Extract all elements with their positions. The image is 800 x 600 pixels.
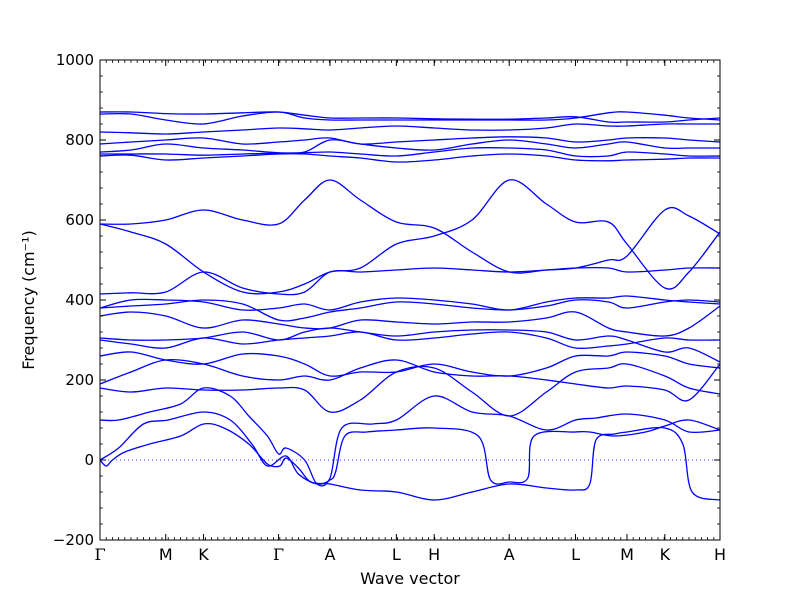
x-axis-label: Wave vector: [360, 569, 460, 588]
band-line-17: [100, 139, 720, 154]
band-line-5: [100, 359, 720, 402]
k-point-label: Γ: [94, 545, 105, 564]
band-line-10: [100, 299, 720, 322]
k-point-label: M: [620, 545, 634, 564]
y-axis-label: Frequency (cm⁻¹): [19, 230, 38, 369]
band-line-9: [100, 305, 720, 337]
band-line-13: [100, 179, 720, 295]
k-point-label: Γ: [273, 545, 284, 564]
band-line-15: [100, 153, 720, 163]
band-line-4: [100, 363, 720, 417]
k-point-label: H: [428, 545, 440, 564]
y-tick-label: −200: [53, 531, 94, 549]
k-point-label: L: [392, 545, 401, 564]
band-line-18: [100, 136, 720, 145]
band-lines: [100, 111, 720, 501]
k-point-label: L: [571, 545, 580, 564]
y-tick-label: 1000: [56, 51, 94, 69]
y-tick-label: 800: [65, 131, 94, 149]
y-axis-ticks: −200 0 200 400 600 800 1000: [53, 51, 720, 549]
k-point-label: K: [660, 545, 671, 564]
band-line-19: [100, 123, 720, 135]
k-point-label: A: [325, 545, 336, 564]
band-line-6: [100, 351, 720, 377]
k-point-label: A: [504, 545, 515, 564]
y-tick-label: 0: [84, 451, 94, 469]
k-point-label: H: [714, 545, 726, 564]
band-line-12: [100, 266, 720, 296]
band-line-8: [100, 327, 720, 363]
band-line-1: [100, 422, 720, 501]
y-tick-label: 600: [65, 211, 94, 229]
band-line-21: [100, 111, 720, 124]
band-line-14: [100, 179, 720, 274]
band-line-2: [100, 411, 720, 485]
k-point-label: M: [159, 545, 173, 564]
y-tick-label: 400: [65, 291, 94, 309]
band-line-16: [100, 146, 720, 158]
band-line-3: [100, 387, 720, 487]
band-line-20: [100, 111, 720, 125]
k-point-label: K: [198, 545, 209, 564]
band-line-11: [100, 295, 720, 311]
y-tick-label: 200: [65, 371, 94, 389]
